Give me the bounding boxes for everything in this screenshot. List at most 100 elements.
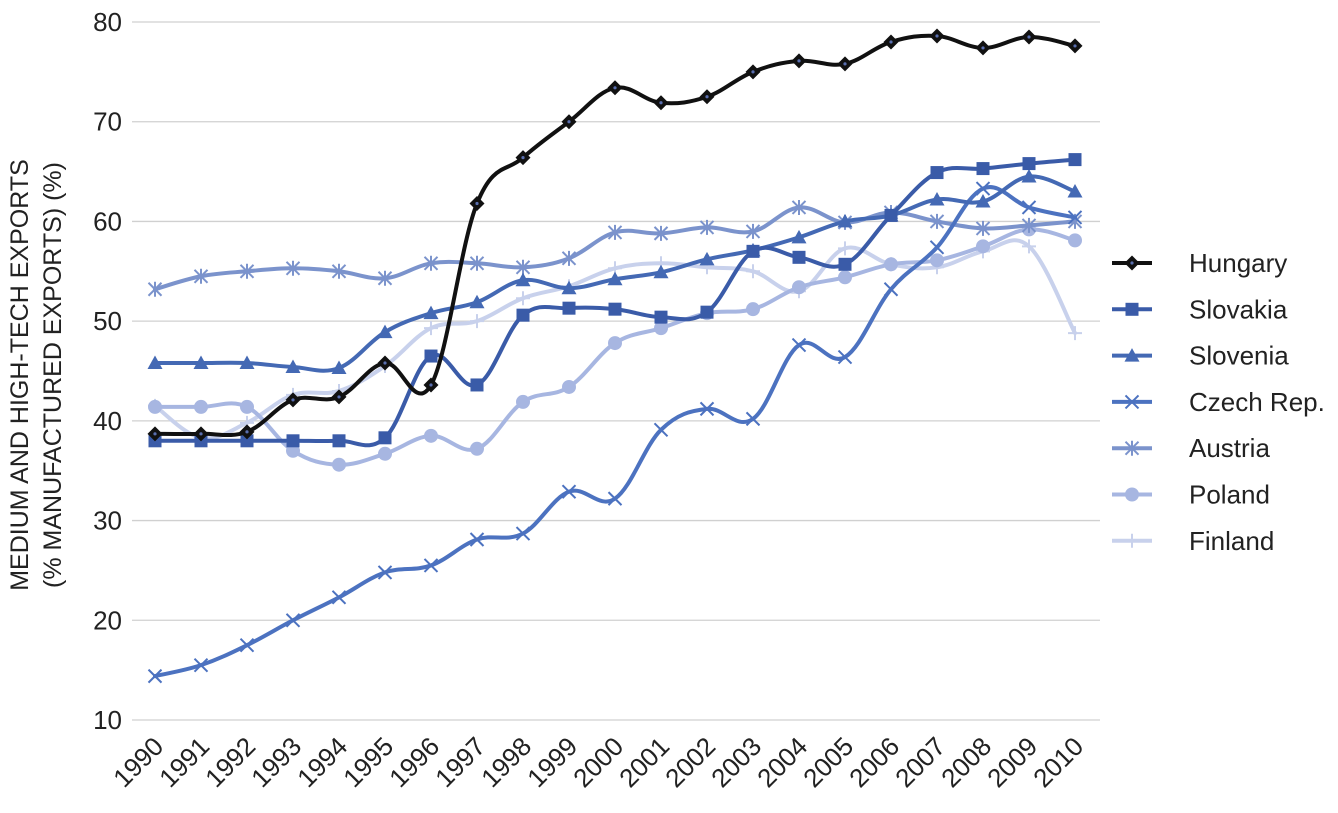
data-point xyxy=(653,264,669,279)
data-point xyxy=(976,239,990,254)
data-point xyxy=(837,349,853,365)
data-point xyxy=(331,590,347,605)
data-point xyxy=(838,257,852,271)
x-tick-label: 1995 xyxy=(337,731,399,793)
marker-dot xyxy=(705,95,709,99)
data-point xyxy=(239,355,255,370)
data-point xyxy=(930,166,944,180)
legend-item: Poland xyxy=(1112,480,1270,510)
y-tick-label: 30 xyxy=(93,506,122,536)
data-point xyxy=(469,532,485,547)
data-point xyxy=(194,399,208,414)
legend-item: Czech Rep. xyxy=(1112,387,1325,417)
data-point xyxy=(285,260,301,276)
x-tick-label: 1994 xyxy=(291,731,353,793)
marker-dot xyxy=(199,432,203,436)
data-point xyxy=(1021,217,1037,233)
data-point xyxy=(607,271,623,286)
y-tick-label: 70 xyxy=(93,107,122,137)
data-point xyxy=(699,251,715,266)
data-point xyxy=(929,240,945,255)
x-tick-label: 2007 xyxy=(889,731,951,793)
legend-label: Poland xyxy=(1189,480,1270,510)
data-point xyxy=(285,613,301,628)
y-tick-label: 50 xyxy=(93,306,122,336)
y-tick-label: 10 xyxy=(93,705,122,735)
legend-marker xyxy=(1124,348,1140,362)
data-point xyxy=(930,253,944,268)
data-point xyxy=(470,314,484,329)
data-point xyxy=(377,565,393,580)
data-point xyxy=(378,431,392,445)
legend-marker xyxy=(1125,533,1139,548)
x-tick-label: 2002 xyxy=(659,731,721,793)
data-point xyxy=(976,162,990,176)
legend-marker xyxy=(1125,487,1139,502)
data-point xyxy=(424,349,438,363)
marker-dot xyxy=(889,40,893,44)
marker-dot xyxy=(567,120,571,124)
data-point xyxy=(746,244,760,258)
legend: Hungary Slovakia Slovenia Czech Rep. Austria… xyxy=(1112,248,1325,556)
marker-dot xyxy=(337,395,341,399)
legend-item: Slovakia xyxy=(1112,294,1288,324)
marker-dot xyxy=(245,430,249,434)
y-tick-label: 60 xyxy=(93,206,122,236)
x-tick-label: 2000 xyxy=(567,731,629,793)
data-point xyxy=(332,434,346,448)
data-point xyxy=(1068,326,1082,341)
data-point xyxy=(378,446,392,461)
data-point xyxy=(193,268,209,284)
x-tick-label: 2005 xyxy=(797,731,859,793)
x-tick-label: 1990 xyxy=(107,731,169,793)
data-point xyxy=(838,270,852,285)
marker-dot xyxy=(981,46,985,50)
data-point xyxy=(791,337,807,353)
y-axis-title-line1: MEDIUM AND HIGH-TECH EXPORTS xyxy=(6,159,34,591)
marker-dot xyxy=(153,432,157,436)
data-point xyxy=(791,229,807,244)
data-point xyxy=(653,422,669,438)
data-point xyxy=(654,310,668,324)
data-point xyxy=(975,181,991,196)
legend-label: Finland xyxy=(1189,526,1274,556)
legend-label: Slovakia xyxy=(1189,294,1288,324)
data-point xyxy=(653,225,669,241)
data-point xyxy=(148,399,162,414)
marker-dot xyxy=(751,70,755,74)
data-point xyxy=(516,291,530,306)
data-point xyxy=(746,264,760,279)
data-point xyxy=(240,399,254,414)
data-point xyxy=(561,280,577,295)
x-tick-label: 2001 xyxy=(613,731,675,793)
x-tick-label: 2010 xyxy=(1027,731,1089,793)
data-point xyxy=(562,379,576,394)
legend-label: Slovenia xyxy=(1189,341,1289,371)
data-point xyxy=(286,434,300,448)
data-point xyxy=(746,302,760,317)
data-point xyxy=(607,224,623,240)
data-point xyxy=(1068,153,1082,167)
data-point xyxy=(608,302,622,316)
data-point xyxy=(561,250,577,266)
legend-label: Czech Rep. xyxy=(1189,387,1325,417)
y-tick-label: 80 xyxy=(93,7,122,37)
data-point xyxy=(607,491,623,506)
marker-dot xyxy=(659,101,663,105)
data-point xyxy=(193,657,209,673)
legend-marker xyxy=(1124,440,1140,456)
marker-dot xyxy=(843,62,847,66)
marker-dot xyxy=(935,34,939,38)
x-tick-label: 1991 xyxy=(153,731,215,793)
data-point xyxy=(377,324,393,339)
x-tick-label: 1992 xyxy=(199,731,261,793)
marker-dot xyxy=(383,361,387,365)
data-point xyxy=(469,255,485,271)
data-point xyxy=(884,257,898,272)
data-point xyxy=(239,263,255,279)
data-point xyxy=(515,259,531,275)
data-point xyxy=(1068,233,1082,248)
marker-dot xyxy=(521,156,525,160)
series-austria xyxy=(147,199,1083,297)
